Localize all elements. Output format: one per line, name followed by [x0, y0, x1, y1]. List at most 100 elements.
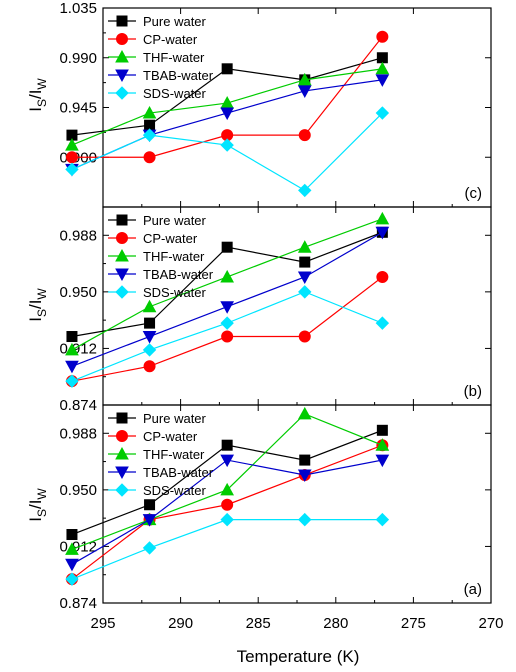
- y-axis-title-b: IS/IW: [26, 288, 49, 322]
- data-point: [375, 106, 390, 120]
- y-axis-titles: IS/IW IS/IW IS/IW: [26, 78, 49, 522]
- y-axis-title-c: IS/IW: [26, 78, 49, 112]
- series-line: [71, 519, 383, 580]
- y-tick-label: 0.950: [59, 284, 97, 301]
- series-thf-water: [65, 211, 390, 356]
- legend-label: CP-water: [143, 231, 198, 246]
- legend-label: CP-water: [143, 429, 198, 444]
- data-point: [65, 558, 79, 572]
- series-sds-water: [65, 512, 390, 586]
- data-point: [142, 299, 157, 313]
- legend-marker: [115, 248, 129, 262]
- data-point: [376, 270, 389, 283]
- data-point: [144, 499, 156, 511]
- data-point: [375, 226, 390, 240]
- y-tick-label: 0.874: [59, 397, 97, 414]
- series-tbab-water: [65, 454, 390, 572]
- data-point: [375, 454, 390, 468]
- x-tick-label: 280: [323, 615, 348, 632]
- panel-label: (a): [464, 581, 482, 598]
- legend-label: CP-water: [143, 32, 198, 47]
- legend-marker: [115, 466, 129, 480]
- legend-marker: [115, 69, 129, 83]
- panel-label: (c): [465, 185, 483, 202]
- x-tick-label: 285: [246, 615, 271, 632]
- data-point: [220, 301, 235, 314]
- data-point: [375, 316, 390, 330]
- legend-label: Pure water: [143, 14, 207, 29]
- y-tick-label: 0.874: [59, 595, 97, 612]
- legend-label: SDS-water: [143, 86, 207, 101]
- data-point: [65, 374, 79, 388]
- data-point: [220, 316, 234, 330]
- data-point: [221, 330, 234, 343]
- data-point: [65, 542, 79, 555]
- data-point: [297, 271, 312, 285]
- data-point: [220, 107, 235, 121]
- data-point: [221, 63, 233, 75]
- legend-label: SDS-water: [143, 285, 207, 300]
- legend: Pure water CP-water THF-water TBAB-water SDS…: [108, 411, 214, 498]
- legend: Pure water CP-water THF-water TBAB-water SDS…: [108, 213, 214, 300]
- data-point: [375, 74, 390, 87]
- data-point: [375, 61, 390, 75]
- data-point: [65, 360, 79, 374]
- legend-label: TBAB-water: [143, 68, 214, 83]
- data-point: [298, 512, 312, 527]
- series-tbab-water: [65, 226, 390, 374]
- series-thf-water: [65, 61, 390, 151]
- data-point: [142, 541, 157, 555]
- data-point: [375, 512, 390, 527]
- y-tick-label: 1.035: [59, 0, 97, 17]
- series-thf-water: [65, 406, 390, 555]
- data-point: [142, 105, 157, 119]
- data-point: [297, 469, 312, 483]
- data-point: [142, 514, 157, 527]
- series-sds-water: [65, 106, 390, 198]
- data-point: [65, 162, 79, 177]
- y-tick-label: 0.945: [59, 100, 97, 117]
- series-sds-water: [65, 285, 390, 388]
- legend-marker: [116, 232, 128, 244]
- data-point: [221, 498, 234, 511]
- data-point: [299, 256, 311, 268]
- legend-marker: [115, 285, 129, 299]
- data-point: [220, 96, 235, 109]
- data-point: [298, 285, 312, 299]
- legend-marker: [116, 412, 128, 424]
- legend-label: THF-water: [143, 249, 205, 264]
- legend-marker: [116, 214, 128, 226]
- legend-marker: [116, 33, 128, 45]
- legend-marker: [116, 15, 128, 27]
- series-line: [71, 459, 383, 565]
- data-point: [298, 330, 311, 343]
- data-point: [297, 72, 312, 86]
- y-tick-label: 0.988: [59, 227, 97, 244]
- legend-label: Pure water: [143, 213, 207, 228]
- data-point: [297, 240, 312, 253]
- data-point: [142, 331, 157, 344]
- legend-marker: [115, 446, 129, 460]
- legend-label: THF-water: [143, 447, 205, 462]
- y-axis-title-a: IS/IW: [26, 488, 49, 522]
- series-pure-water: [66, 424, 388, 541]
- legend-marker: [115, 483, 129, 497]
- x-tick-label: 270: [478, 615, 503, 632]
- legend-marker: [116, 430, 128, 442]
- data-point: [144, 317, 156, 329]
- legend-label: THF-water: [143, 50, 205, 65]
- data-point: [220, 138, 234, 152]
- data-point: [298, 129, 311, 142]
- data-point: [297, 85, 312, 98]
- data-point: [376, 424, 388, 436]
- data-point: [299, 454, 311, 466]
- legend-label: SDS-water: [143, 483, 207, 498]
- data-point: [376, 30, 389, 43]
- data-point: [376, 52, 388, 64]
- x-tick-label: 290: [168, 615, 193, 632]
